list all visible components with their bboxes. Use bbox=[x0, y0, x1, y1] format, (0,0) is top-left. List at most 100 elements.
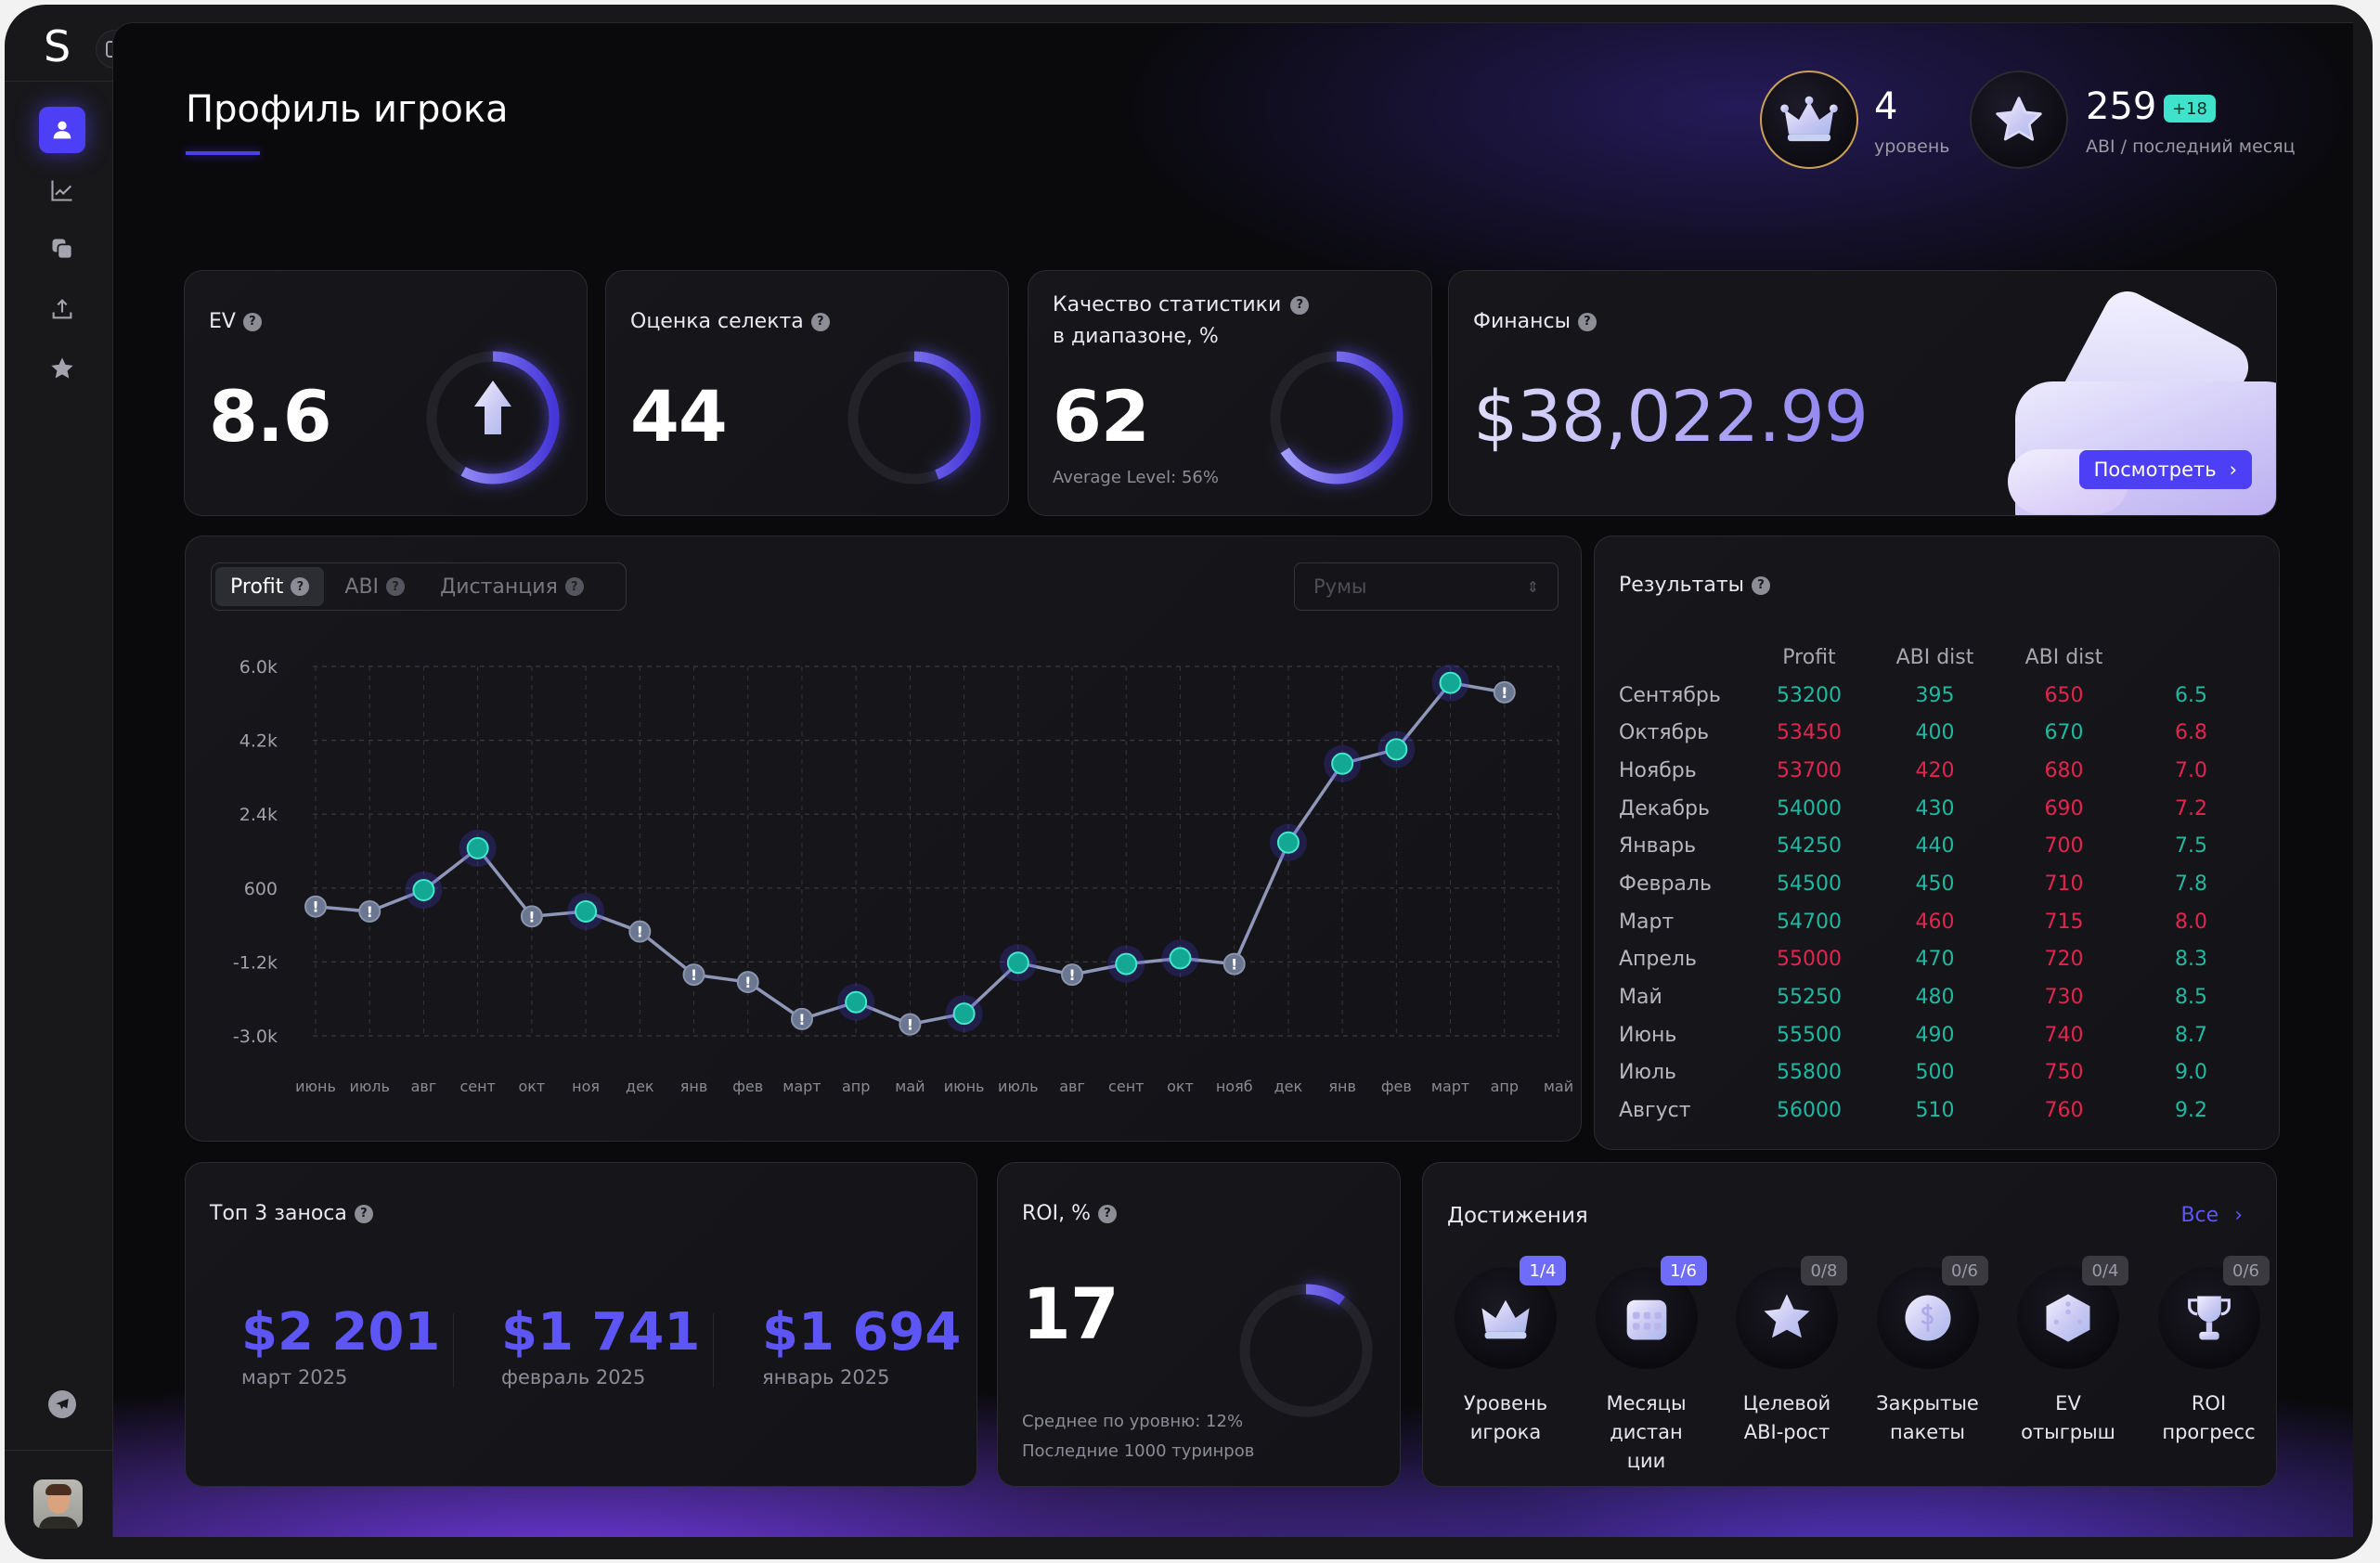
help-icon[interactable]: ? bbox=[564, 577, 584, 596]
sidebar-item-upload[interactable] bbox=[39, 286, 85, 332]
table-header-row: Profit ABI dist ABI dist bbox=[1619, 639, 2250, 677]
help-icon[interactable]: ? bbox=[1097, 1205, 1117, 1223]
help-icon[interactable]: ? bbox=[1577, 313, 1597, 331]
telegram-button[interactable] bbox=[48, 1390, 76, 1418]
help-icon[interactable]: ? bbox=[386, 577, 406, 596]
crown-icon bbox=[1481, 1299, 1530, 1339]
top3-item: $1 741 февраль 2025 bbox=[501, 1302, 700, 1389]
x-tick-label: сент bbox=[1108, 1078, 1144, 1095]
table-row: Май 55250 480 730 8.5 bbox=[1619, 978, 2250, 1016]
achievement-item[interactable]: 1/6 Месяцы дистан ции bbox=[1577, 1256, 1716, 1476]
stat-quality-average: Average Level: 56% bbox=[1053, 468, 1219, 487]
table-cell: 7.0 bbox=[2175, 758, 2207, 782]
column-header: Profit bbox=[1782, 645, 1836, 669]
sidebar-item-stats[interactable] bbox=[39, 167, 85, 213]
achievement-item[interactable]: 0/6 Закрытые пакеты bbox=[1858, 1256, 1998, 1447]
table-cell: 53700 bbox=[1777, 758, 1842, 782]
table-cell: 56000 bbox=[1777, 1099, 1842, 1123]
tab-abi[interactable]: ABI? bbox=[330, 567, 420, 606]
data-point-warning bbox=[628, 920, 652, 943]
warning-icon: ! bbox=[1501, 684, 1507, 702]
data-point-warning bbox=[736, 971, 759, 994]
data-point-good bbox=[1385, 738, 1408, 761]
table-cell: Декабрь bbox=[1619, 796, 1710, 820]
sidebar-item-favorites[interactable] bbox=[39, 345, 85, 392]
table-cell: Июнь bbox=[1619, 1023, 1677, 1047]
avatar[interactable] bbox=[33, 1479, 83, 1529]
achievements-all-link[interactable]: Все › bbox=[2180, 1200, 2243, 1232]
data-point-good bbox=[1115, 952, 1138, 975]
view-finance-label: Посмотреть bbox=[2093, 459, 2217, 481]
achievement-item[interactable]: 0/6 ROI прогресс bbox=[2140, 1256, 2277, 1447]
achievement-medal: 0/8 bbox=[1736, 1256, 1847, 1369]
table-cell: 8.5 bbox=[2175, 986, 2207, 1010]
x-tick-label: июль bbox=[349, 1078, 390, 1095]
table-cell: 690 bbox=[2044, 796, 2084, 820]
data-point-good bbox=[952, 1002, 976, 1026]
table-cell: 760 bbox=[2044, 1099, 2084, 1123]
help-icon[interactable]: ? bbox=[1290, 296, 1310, 315]
data-point-good bbox=[1276, 831, 1300, 854]
rooms-select-placeholder: Румы bbox=[1313, 575, 1367, 598]
table-cell: 55500 bbox=[1777, 1023, 1842, 1047]
help-icon[interactable]: ? bbox=[242, 313, 262, 331]
level-medal bbox=[1760, 71, 1858, 169]
achievement-label: Уровень игрока bbox=[1463, 1392, 1548, 1443]
table-cell: 720 bbox=[2044, 948, 2084, 972]
achievement-progress-badge: 1/6 bbox=[1660, 1256, 1707, 1285]
all-link-label: Все bbox=[2180, 1204, 2219, 1227]
table-row: Ноябрь 53700 420 680 7.0 bbox=[1619, 752, 2250, 790]
help-icon[interactable]: ? bbox=[291, 577, 310, 596]
select-score-value: 44 bbox=[630, 375, 728, 458]
chevron-updown-icon: ⇕ bbox=[1526, 577, 1539, 596]
achievement-progress-badge: 0/6 bbox=[2222, 1256, 2270, 1285]
sidebar-divider bbox=[5, 1450, 112, 1451]
level-value: 4 bbox=[1874, 85, 1898, 128]
sidebar-item-profile[interactable] bbox=[39, 107, 85, 153]
top3-item: $2 201 март 2025 bbox=[241, 1302, 440, 1389]
y-tick-label: -3.0k bbox=[233, 1027, 278, 1047]
profit-line-chart: июнь июль авг сент окт ноя дек янв фев март апр май… bbox=[233, 657, 1573, 1095]
arrow-up-icon bbox=[474, 381, 511, 434]
top3-title: Топ 3 заноса bbox=[210, 1202, 347, 1225]
data-point-good bbox=[575, 900, 598, 924]
help-icon[interactable]: ? bbox=[1752, 576, 1771, 595]
table-cell: 7.8 bbox=[2175, 872, 2207, 896]
top3-item: $1 694 январь 2025 bbox=[762, 1302, 961, 1389]
column-header: ABI dist bbox=[2024, 645, 2103, 669]
help-icon[interactable]: ? bbox=[354, 1205, 373, 1223]
achievement-item[interactable]: 0/4 EV отыгрыш bbox=[1998, 1256, 2138, 1447]
achievement-item[interactable]: 1/4 Уровень игрока bbox=[1436, 1256, 1575, 1447]
achievement-progress-badge: 0/8 bbox=[1801, 1256, 1847, 1285]
x-tick-label: апр bbox=[842, 1078, 870, 1095]
table-cell: 470 bbox=[1915, 948, 1955, 972]
data-point-good bbox=[845, 990, 868, 1014]
achievement-medal: 1/6 bbox=[1595, 1256, 1707, 1369]
achievement-label: ROI прогресс bbox=[2162, 1392, 2256, 1443]
x-tick-label: окт bbox=[518, 1078, 545, 1095]
achievement-label: Месяцы дистан ции bbox=[1606, 1392, 1687, 1472]
table-cell: Апрель bbox=[1619, 948, 1697, 972]
table-cell: 715 bbox=[2044, 910, 2084, 934]
tab-distance[interactable]: Дистанция? bbox=[425, 567, 599, 606]
top3-period: январь 2025 bbox=[762, 1366, 890, 1389]
select-score-card: Оценка селекта? 44 bbox=[605, 270, 1009, 516]
tab-profit[interactable]: Profit? bbox=[215, 567, 325, 606]
sidebar-item-packages[interactable] bbox=[39, 226, 85, 272]
roi-card: ROI, %? 17 Среднее по уровню: 12% Послед… bbox=[997, 1162, 1401, 1487]
divider bbox=[713, 1313, 714, 1388]
achievement-item[interactable]: 0/8 Целевой ABI-рост bbox=[1717, 1256, 1856, 1447]
view-finance-button[interactable]: Посмотреть › bbox=[2078, 450, 2252, 489]
rooms-select[interactable]: Румы ⇕ bbox=[1294, 562, 1559, 611]
stat-quality-value: 62 bbox=[1053, 375, 1150, 458]
achievement-label: Закрытые пакеты bbox=[1876, 1392, 1979, 1443]
x-tick-label: нояб bbox=[1216, 1078, 1253, 1095]
x-tick-label: авг bbox=[1059, 1078, 1085, 1095]
page-title: Профиль игрока bbox=[186, 88, 509, 131]
help-icon[interactable]: ? bbox=[810, 313, 830, 331]
table-cell: 6.5 bbox=[2175, 683, 2207, 707]
stat-quality-title-line2: в диапазоне, % bbox=[1053, 325, 1219, 348]
table-cell: Январь bbox=[1619, 834, 1697, 859]
data-point-warning bbox=[1061, 963, 1084, 987]
page-title-underline bbox=[186, 151, 260, 155]
